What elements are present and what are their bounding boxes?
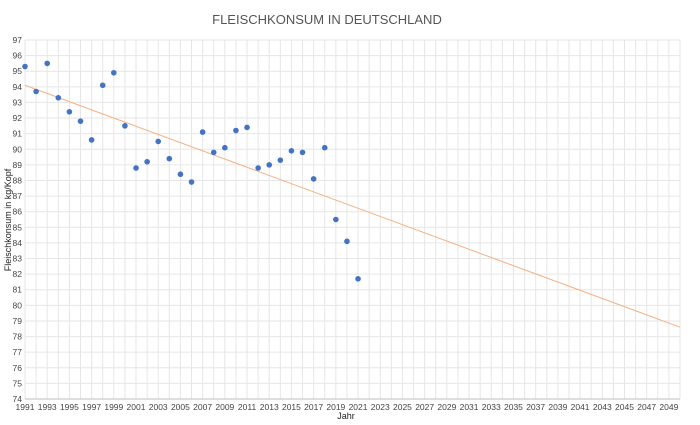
y-tick-label: 88 bbox=[13, 175, 23, 185]
y-tick-label: 84 bbox=[13, 238, 23, 248]
data-point bbox=[299, 149, 306, 156]
data-point bbox=[33, 88, 39, 95]
x-tick-label: 2003 bbox=[149, 402, 168, 412]
y-tick-label: 76 bbox=[13, 363, 23, 373]
data-point bbox=[55, 94, 62, 101]
y-tick-label: 79 bbox=[13, 316, 23, 326]
data-point bbox=[266, 162, 273, 168]
data-point bbox=[66, 109, 73, 115]
data-point bbox=[355, 276, 361, 282]
x-tick-label: 2045 bbox=[615, 402, 634, 412]
data-point bbox=[310, 176, 317, 182]
y-tick-label: 89 bbox=[13, 160, 23, 170]
y-tick-label: 93 bbox=[13, 97, 23, 107]
y-tick-label: 86 bbox=[13, 207, 23, 217]
y-axis-ticks: 74 75 76 77 78 79 80 81 82 83 84 85 86 87 88 89 90 91 92 93… bbox=[13, 35, 23, 404]
x-tick-label: 1995 bbox=[60, 402, 79, 412]
x-tick-label: 2031 bbox=[460, 402, 479, 412]
x-tick-label: 2021 bbox=[349, 402, 368, 412]
trendline-layer bbox=[24, 84, 681, 328]
x-tick-label: 2039 bbox=[548, 402, 567, 412]
x-tick-label: 2019 bbox=[326, 402, 345, 412]
data-point bbox=[199, 129, 206, 135]
x-tick-label: 2035 bbox=[504, 402, 523, 412]
x-axis-ticks: 1991 1993 1995 1997 1999 2001 2003 2005 2007 2009… bbox=[16, 402, 679, 412]
x-tick-label: 2011 bbox=[238, 402, 257, 412]
data-point bbox=[233, 127, 239, 134]
y-tick-label: 96 bbox=[13, 51, 23, 61]
y-tick-label: 80 bbox=[13, 300, 23, 310]
x-tick-label: 2037 bbox=[526, 402, 545, 412]
x-tick-label: 2009 bbox=[215, 402, 234, 412]
x-tick-label: 2049 bbox=[659, 402, 678, 412]
y-tick-label: 92 bbox=[13, 113, 23, 123]
x-tick-label: 2023 bbox=[371, 402, 390, 412]
y-tick-label: 87 bbox=[13, 191, 23, 201]
x-tick-label: 2033 bbox=[482, 402, 501, 412]
data-point bbox=[222, 144, 228, 151]
y-tick-label: 91 bbox=[13, 129, 23, 139]
x-tick-label: 2047 bbox=[637, 402, 656, 412]
x-tick-label: 2015 bbox=[282, 402, 301, 412]
x-tick-label: 1993 bbox=[38, 402, 57, 412]
data-point bbox=[177, 171, 184, 178]
data-points bbox=[22, 60, 361, 282]
data-point bbox=[288, 148, 295, 154]
trendline bbox=[24, 84, 681, 328]
data-point bbox=[99, 82, 106, 89]
data-point bbox=[155, 138, 162, 145]
x-tick-label: 1999 bbox=[104, 402, 123, 412]
x-tick-label: 2029 bbox=[437, 402, 456, 412]
y-tick-label: 75 bbox=[13, 378, 23, 388]
data-point bbox=[344, 238, 350, 245]
y-axis-title: Fleischkonsum in kg/Kopf bbox=[3, 168, 13, 271]
data-point bbox=[210, 149, 217, 156]
x-tick-label: 2027 bbox=[415, 402, 434, 412]
x-tick-label: 1997 bbox=[82, 402, 101, 412]
data-point bbox=[111, 69, 117, 76]
data-point bbox=[244, 124, 250, 131]
y-tick-label: 81 bbox=[13, 285, 23, 295]
data-point bbox=[333, 216, 339, 223]
y-tick-label: 78 bbox=[13, 332, 23, 342]
x-tick-label: 1991 bbox=[16, 402, 35, 412]
x-tick-label: 2013 bbox=[260, 402, 279, 412]
data-point bbox=[88, 137, 95, 143]
data-point bbox=[144, 158, 150, 165]
y-tick-label: 85 bbox=[13, 222, 23, 232]
data-point bbox=[255, 165, 261, 171]
data-point bbox=[77, 118, 84, 124]
data-point bbox=[277, 157, 284, 163]
grid bbox=[24, 39, 681, 400]
data-point bbox=[44, 60, 51, 67]
x-tick-label: 2043 bbox=[593, 402, 612, 412]
y-tick-label: 90 bbox=[13, 144, 23, 154]
data-point bbox=[122, 123, 128, 129]
x-tick-label: 2007 bbox=[193, 402, 212, 412]
y-tick-label: 74 bbox=[13, 394, 23, 404]
x-axis-title: Jahr bbox=[337, 411, 355, 421]
chart-title: FLEISCHKONSUM IN DEUTSCHLAND bbox=[212, 12, 442, 27]
data-point bbox=[321, 144, 328, 151]
x-tick-label: 2025 bbox=[393, 402, 412, 412]
x-tick-label: 2001 bbox=[127, 402, 146, 412]
y-tick-label: 83 bbox=[13, 254, 23, 264]
data-point bbox=[22, 63, 28, 70]
x-tick-label: 2041 bbox=[571, 402, 590, 412]
y-tick-label: 95 bbox=[13, 66, 23, 76]
y-tick-label: 82 bbox=[13, 269, 23, 279]
x-tick-label: 2005 bbox=[171, 402, 190, 412]
y-tick-label: 97 bbox=[13, 35, 23, 45]
data-point bbox=[166, 155, 173, 162]
y-tick-label: 94 bbox=[13, 82, 23, 92]
y-tick-label: 77 bbox=[13, 347, 23, 357]
data-point bbox=[133, 165, 139, 171]
x-tick-label: 2017 bbox=[304, 402, 323, 412]
data-point bbox=[188, 179, 195, 185]
